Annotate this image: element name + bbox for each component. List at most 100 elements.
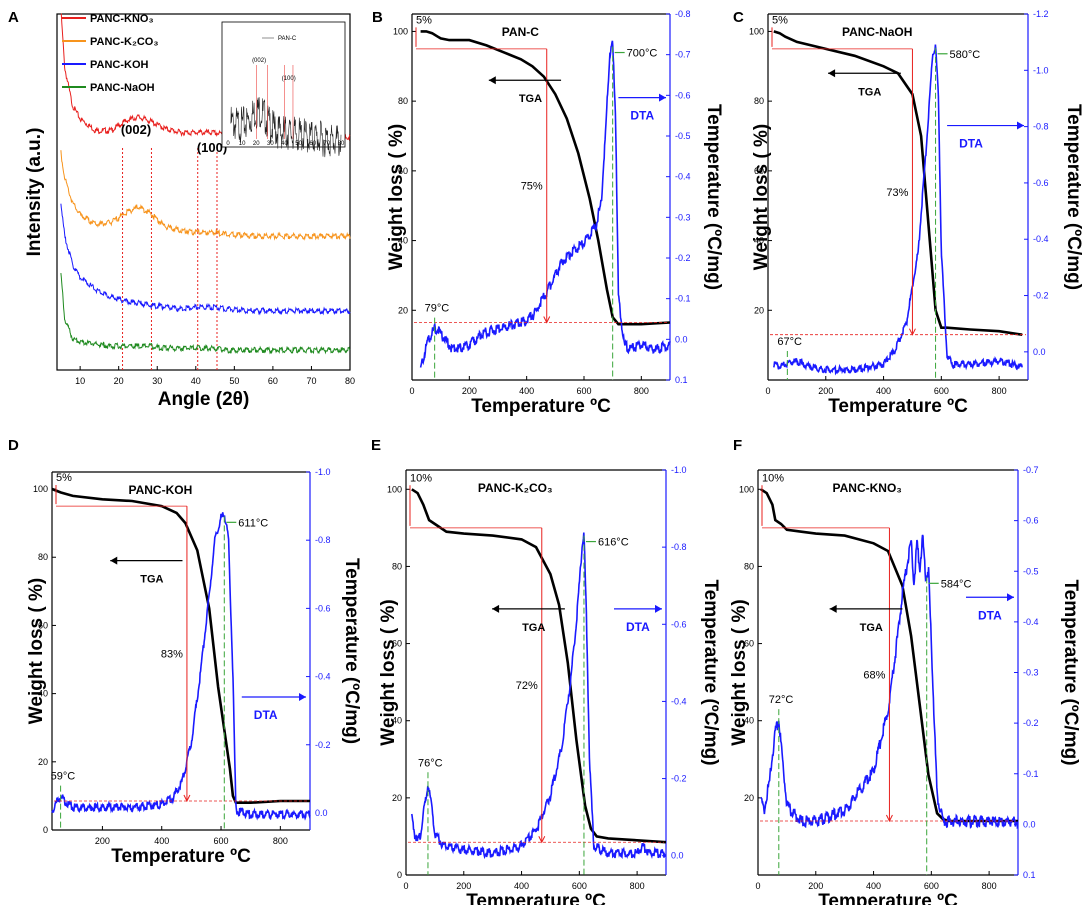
dta-small-peak-label-F: 72°C: [769, 694, 794, 706]
y-tick-label-C: 100: [749, 26, 764, 36]
y-tick-label-E: 0: [397, 870, 402, 880]
inset-label-100: (100): [282, 76, 296, 82]
dta-small-peak-label-E: 76°C: [418, 757, 443, 769]
x-tick-label-B: 400: [519, 386, 534, 396]
y2-tick-label-B: -0.8: [675, 9, 691, 19]
panel-label-F: F: [733, 437, 742, 454]
y-tick-label-E: 20: [392, 793, 402, 803]
y2-tick-label-D: 0.0: [315, 808, 328, 818]
y2-tick-label-F: -0.3: [1023, 668, 1039, 678]
y-axis-label-A: Intensity (a.u.): [24, 128, 45, 257]
x-tick-label-F: 200: [808, 881, 823, 891]
dta-curve-D: [51, 512, 311, 821]
y2-tick-label-C: -0.2: [1033, 291, 1049, 301]
chart-title-B: PAN-C: [502, 25, 539, 39]
y-axis-label-E: Weight loss ( %): [378, 599, 399, 745]
dta-small-peak-label-D: 59°C: [51, 771, 76, 783]
init-loss-label-E: 10%: [410, 472, 432, 484]
tga-arrow-label-E: TGA: [522, 622, 545, 634]
inset-legend: PAN-C: [278, 36, 297, 42]
panel-C: C 0 200 400 600 800 20 40 60 80 100 0.0 -0.2 -0.4 -0.6…: [733, 9, 1084, 417]
loss-arrowhead-C: [908, 328, 916, 336]
loss-label-B: 75%: [521, 181, 543, 193]
xrd-series-2: [60, 203, 351, 316]
y-tick-label-C: 40: [754, 236, 764, 246]
x-tick-label-B: 0: [409, 386, 414, 396]
dta-arrowhead-C: [1017, 121, 1024, 130]
x-tick-label-C: 600: [934, 386, 949, 396]
y-tick-label-F: 20: [744, 793, 754, 803]
loss-label-C: 73%: [886, 187, 908, 199]
y-axis-label-F: Weight loss ( %): [729, 599, 750, 745]
y2-tick-label-E: -0.4: [671, 696, 687, 706]
x-tick-label-D: 200: [95, 836, 110, 846]
dta-arrowhead-F: [1007, 593, 1014, 602]
y-tick-label-B: 100: [393, 26, 408, 36]
y-tick-label-C: 80: [754, 96, 764, 106]
y2-tick-label-C: -0.8: [1033, 122, 1049, 132]
dta-arrowhead-E: [655, 604, 662, 613]
init-loss-label-F: 10%: [762, 472, 784, 484]
y2-tick-label-D: -0.8: [315, 535, 331, 545]
panel-E: E 0 200 400 600 800 0 20 40 60 80 100 0.0 -0.2 -0.4 -0.…: [371, 437, 721, 905]
x-axis-label-F: Temperature ºC: [818, 891, 958, 905]
y2-axis-label-E: Temperature (ºC/mg): [700, 579, 721, 765]
chart-title-D: PANC-KOH: [128, 483, 192, 497]
dta-arrowhead-B: [659, 93, 666, 102]
axes-frame-A: [56, 13, 351, 371]
y-tick-label-F: 60: [744, 639, 754, 649]
y2-tick-label-D: -0.2: [315, 740, 331, 750]
dta-small-peak-label-B: 79°C: [425, 303, 450, 315]
y2-tick-label-F: 0.0: [1023, 819, 1036, 829]
legend-entry-1: PANC-K₂CO₃: [90, 36, 158, 48]
x-tick-label-A: 20: [114, 376, 124, 386]
y-tick-label-F: 40: [744, 716, 754, 726]
y-tick-label-B: 40: [398, 236, 408, 246]
y2-tick-label-B: -0.7: [675, 50, 691, 60]
x-tick-label-B: 800: [634, 386, 649, 396]
inset-tick: 50: [295, 141, 302, 147]
x-tick-label-C: 200: [818, 386, 833, 396]
panel-label-D: D: [8, 437, 19, 454]
inset-tick: 30: [267, 141, 274, 147]
panel-B: B 0 200 400 600 800 20 40 60 80 100 0.1 0.0 -0.1 -0.2 -…: [372, 9, 724, 417]
x-tick-label-A: 50: [229, 376, 239, 386]
tga-arrowhead-B: [488, 76, 496, 85]
legend-entry-3: PANC-NaOH: [90, 82, 155, 94]
legend-entry-0: PANC-KNO₃: [90, 13, 154, 25]
y-axis-label-C: Weight loss ( %): [751, 124, 772, 270]
y2-tick-label-E: -0.8: [671, 542, 687, 552]
y-tick-label-B: 60: [398, 166, 408, 176]
x-tick-label-F: 0: [755, 881, 760, 891]
y2-axis-label-C: Temperature (ºC/mg): [1063, 104, 1084, 290]
y-tick-label-D: 100: [33, 484, 48, 494]
x-tick-label-F: 400: [866, 881, 881, 891]
init-loss-label-B: 5%: [416, 14, 432, 26]
x-tick-label-C: 800: [992, 386, 1007, 396]
panel-D: D 200 400 600 800 0 20 40 60 80 100 0.0 -0.2 -0.4 -0.6…: [8, 437, 362, 867]
dta-peak-label-F: 584°C: [941, 578, 972, 590]
inset-tick: 70: [324, 141, 331, 147]
xrd-series-1: [60, 150, 351, 241]
tga-curve-E: [411, 488, 667, 844]
y2-tick-label-C: -1.2: [1033, 9, 1049, 19]
y2-tick-label-F: -0.5: [1023, 566, 1039, 576]
inset-series: [230, 97, 342, 158]
x-tick-label-E: 400: [514, 881, 529, 891]
legend-entry-2: PANC-KOH: [90, 59, 149, 71]
x-axis-label-C: Temperature ºC: [828, 396, 968, 417]
y2-tick-label-C: -0.6: [1033, 178, 1049, 188]
dta-peak-label-D: 611°C: [238, 517, 268, 529]
tga-curve-B: [420, 30, 671, 326]
chart-title-F: PANC-KNO₃: [833, 481, 902, 495]
y-tick-label-F: 80: [744, 561, 754, 571]
y2-tick-label-F: -0.7: [1023, 465, 1039, 475]
y2-tick-label-E: -0.2: [671, 774, 687, 784]
y-tick-label-C: 20: [754, 305, 764, 315]
init-loss-label-D: 5%: [56, 472, 72, 484]
inset-label-002: (002): [252, 58, 266, 64]
loss-arrowhead-D: [183, 794, 191, 803]
tga-arrow-label-D: TGA: [140, 574, 163, 586]
dta-arrow-label-B: DTA: [630, 109, 654, 123]
